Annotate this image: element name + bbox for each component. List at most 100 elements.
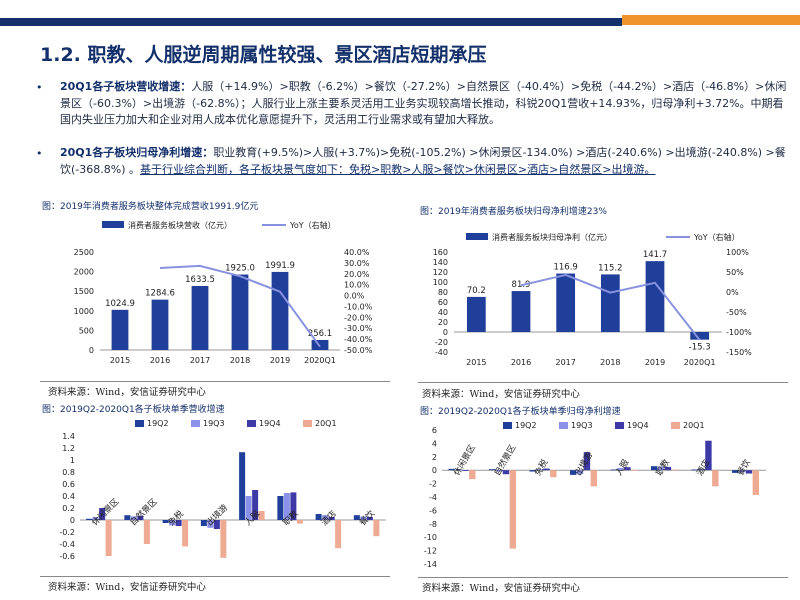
y-tick-label: 80	[438, 288, 448, 297]
category-label: 职教	[281, 508, 301, 528]
bar	[207, 520, 214, 528]
y2-tick-label: 50%	[726, 268, 744, 277]
data-label: 1991.9	[265, 261, 295, 271]
legend-label: 19Q4	[259, 419, 281, 428]
bar	[200, 520, 207, 526]
bar	[671, 469, 679, 471]
data-label: 116.9	[553, 263, 577, 273]
bar	[231, 274, 249, 350]
bar	[296, 520, 303, 524]
bar	[691, 469, 698, 471]
bar	[495, 470, 503, 472]
category-label: 休闲景区	[89, 496, 121, 528]
y-tick-label: 6	[432, 426, 437, 435]
legend-label: YoY（右轴）	[289, 220, 336, 230]
y-tick-label: -2	[429, 480, 437, 489]
bar	[712, 470, 719, 487]
bar	[529, 470, 536, 472]
bar	[448, 468, 455, 471]
bar	[271, 271, 289, 350]
y-tick-label: 160	[433, 248, 448, 257]
y-tick-label: 4	[432, 439, 437, 448]
bar	[536, 469, 543, 471]
bullet-1: 20Q1各子板块营收增速：人服（+14.9%）>职教（-6.2%）>餐饮（-27…	[60, 79, 790, 129]
legend-label: 19Q2	[147, 419, 169, 428]
bar	[124, 515, 131, 520]
x-tick-label: 2020Q1	[304, 356, 336, 365]
legend-label: 19Q2	[515, 421, 537, 430]
data-label: 1284.6	[145, 289, 175, 299]
y-tick-label: -0.4	[59, 540, 75, 549]
bar	[645, 261, 665, 332]
bar	[752, 470, 760, 495]
bar	[690, 332, 710, 340]
bar	[162, 520, 169, 523]
y2-tick-label: -100%	[726, 328, 752, 337]
y2-tick-label: 40.0%	[344, 248, 370, 257]
y-tick-label: 0.6	[62, 480, 75, 489]
bar	[511, 291, 531, 332]
y-tick-label: -14	[424, 560, 437, 569]
bar	[245, 496, 252, 520]
bar	[509, 470, 517, 549]
title-bar-orange	[622, 15, 800, 25]
y-tick-label: -12	[424, 547, 437, 556]
bar	[650, 466, 658, 471]
bar	[502, 470, 510, 475]
y-tick-label: -0.2	[59, 528, 75, 537]
legend-swatch	[247, 420, 256, 427]
bar	[466, 296, 486, 332]
chart-title-profit: 图：2019年消费者服务板块归母净利增速23%	[420, 207, 607, 217]
y-tick-label: 0	[443, 328, 448, 337]
y-tick-label: 60	[438, 298, 448, 307]
x-tick-label: 2015	[466, 358, 486, 367]
bullet-1-text: 人服（+14.9%）>职教（-6.2%）>餐饮（-27.2%）>自然景区（-40…	[60, 80, 787, 126]
y-tick-label: 500	[79, 326, 94, 335]
x-tick-label: 2016	[150, 356, 170, 365]
bar	[353, 515, 360, 520]
y2-tick-label: -30.0%	[344, 324, 373, 333]
category-label: 免税	[532, 457, 550, 478]
y-tick-label: 0.8	[62, 468, 75, 477]
bar	[543, 468, 550, 471]
legend-label: 19Q4	[627, 421, 649, 430]
y-tick-label: 0	[70, 516, 75, 525]
legend-label: 19Q3	[203, 419, 225, 428]
x-tick-label: 2015	[110, 356, 130, 365]
source-note: 资料来源：Wind，安信证券研究中心	[422, 583, 580, 594]
bar	[175, 520, 182, 526]
y-tick-label: -10	[424, 533, 437, 542]
bar	[583, 452, 591, 471]
divider	[418, 577, 788, 578]
bar	[624, 467, 631, 471]
y2-tick-label: 100%	[726, 248, 749, 257]
bar	[111, 309, 129, 350]
bar	[731, 470, 739, 473]
y2-tick-label: 0%	[726, 288, 739, 297]
bar	[151, 299, 169, 350]
data-label: 115.2	[598, 263, 622, 273]
bar	[373, 520, 380, 537]
bar	[252, 490, 259, 520]
bar	[328, 517, 335, 520]
y2-tick-label: -40.0%	[344, 335, 373, 344]
bar	[283, 493, 290, 520]
data-label: 70.2	[467, 286, 486, 296]
bar	[143, 520, 150, 544]
bar	[600, 274, 620, 332]
data-label: -15.3	[689, 343, 711, 353]
chart-title-revenue: 图：2019年消费者服务板块整体完成营收1991.9亿元	[42, 202, 259, 212]
y-tick-label: 1000	[74, 307, 94, 316]
bar	[92, 517, 99, 520]
bar	[169, 520, 176, 526]
bar	[455, 469, 462, 471]
data-label: 256.1	[308, 329, 332, 339]
data-label: 1925.0	[225, 264, 255, 274]
bullet-dot: •	[36, 81, 43, 94]
data-label: 1024.9	[105, 299, 135, 309]
source-note: 资料来源：Wind，安信证券研究中心	[48, 387, 206, 398]
legend-swatch	[303, 420, 312, 427]
bullet-1-lead: 20Q1各子板块营收增速：	[60, 80, 192, 93]
bar	[360, 516, 367, 520]
x-tick-label: 2018	[600, 358, 620, 367]
